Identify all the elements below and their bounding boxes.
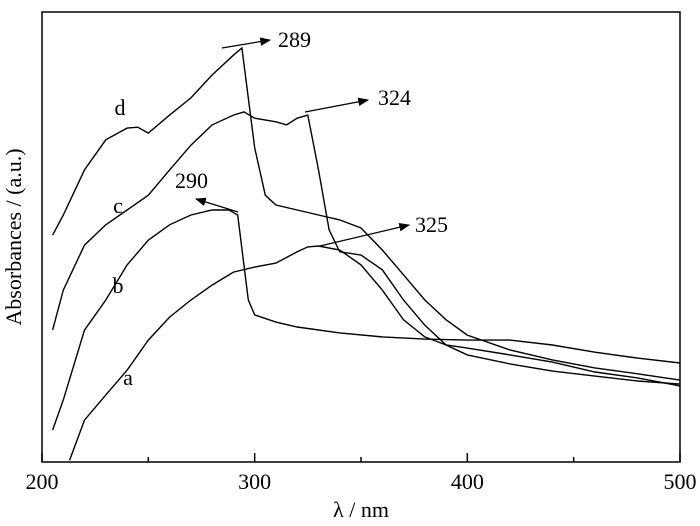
series-label: b [113,273,124,298]
line-series [68,245,681,461]
plot-frame [41,11,681,463]
annotation: 325 [415,212,448,237]
annotation-arrow [221,37,272,49]
series-label: a [123,365,133,390]
x-axis-label: λ / nm [333,497,389,522]
x-tick-label: 300 [238,469,271,494]
line-series [51,209,681,431]
line-series [51,46,681,381]
annotation-arrow [319,223,411,247]
x-tick-label: 400 [451,469,484,494]
annotation-arrow [194,197,239,213]
x-tick-label: 200 [26,469,59,494]
annotation: 324 [378,85,411,110]
line-series [51,111,681,385]
annotation: 290 [175,168,208,193]
series-label: c [113,193,123,218]
series-label: d [115,95,126,120]
annotation: 289 [278,27,311,52]
annotation-arrow [304,97,370,113]
x-tick-label: 500 [664,469,697,494]
y-axis-label: Absorbances / (a.u.) [1,148,26,325]
